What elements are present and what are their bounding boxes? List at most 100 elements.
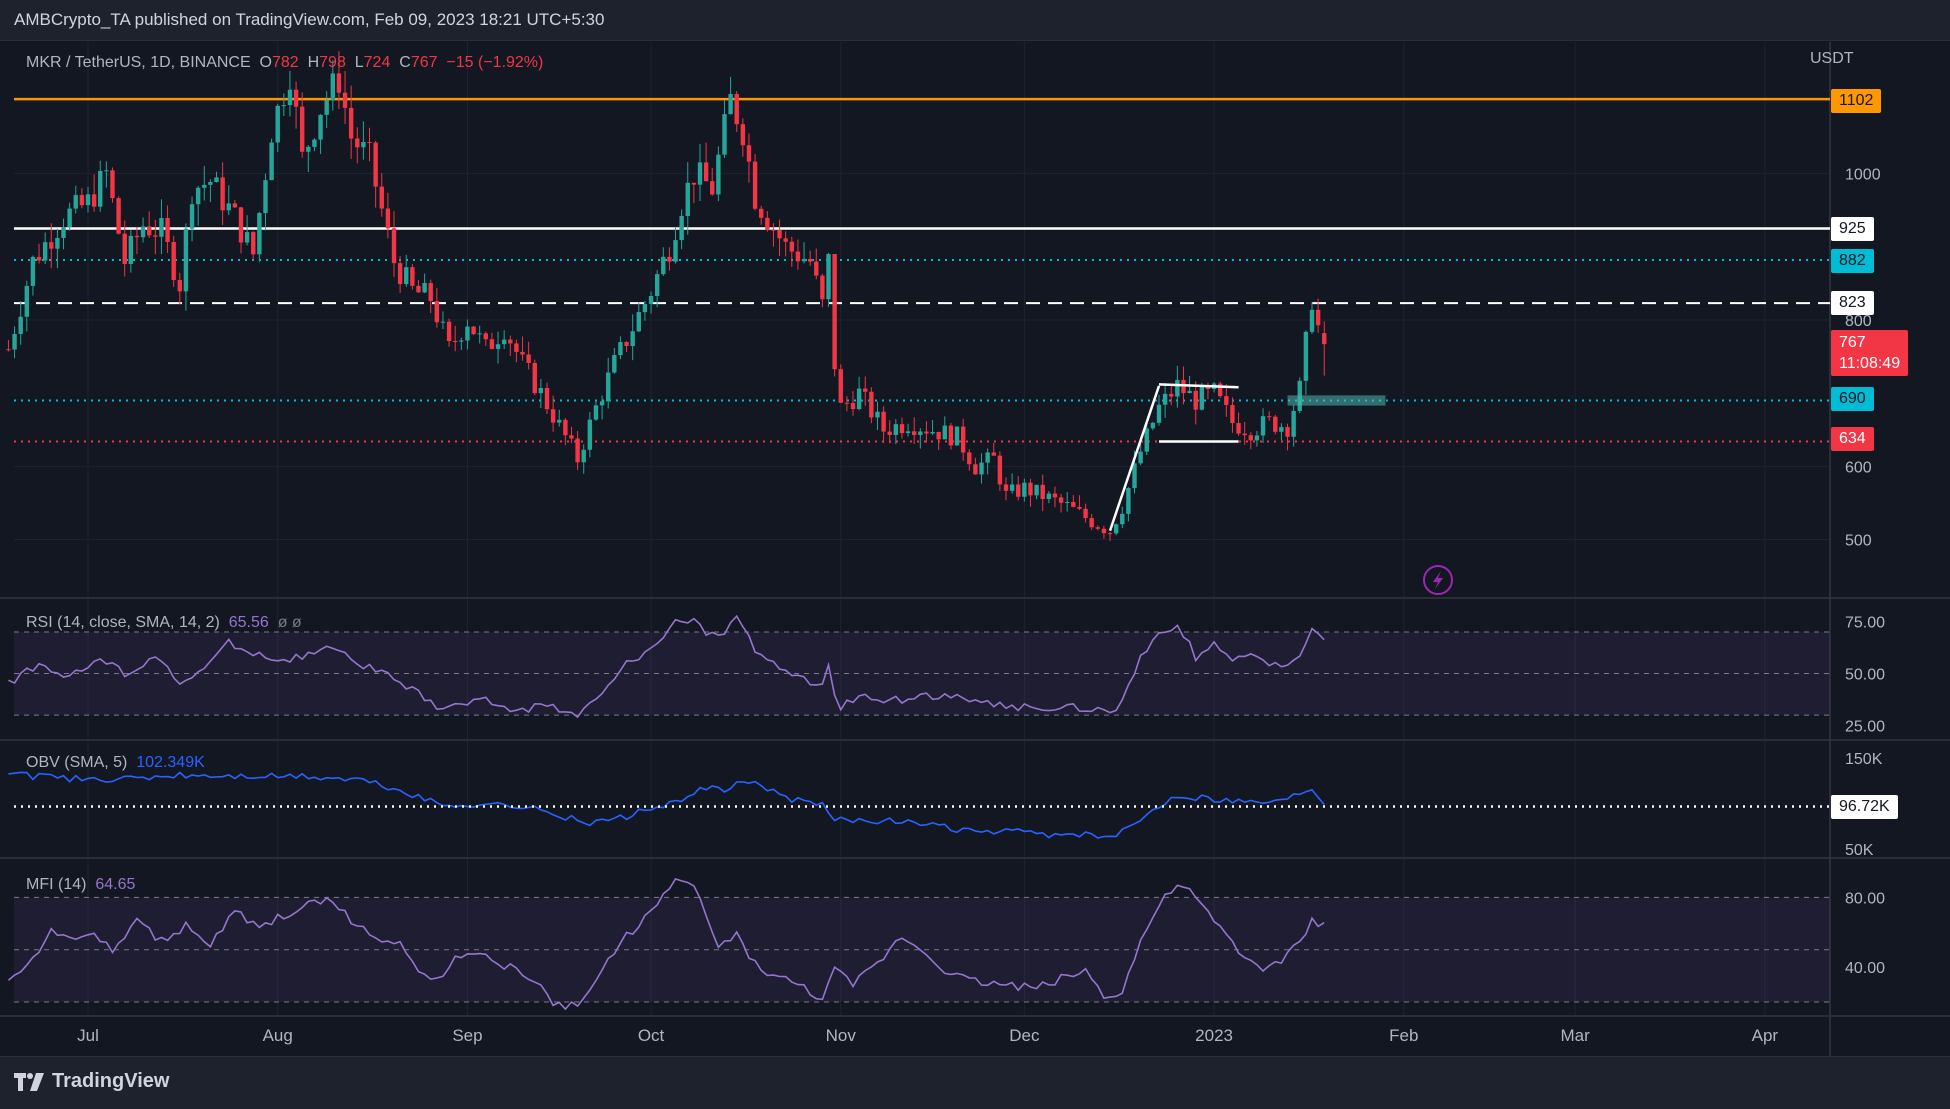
candle: [61, 218, 66, 250]
candle-body: [453, 341, 458, 343]
candle-body: [391, 228, 397, 264]
candle-body: [1144, 428, 1149, 452]
obv-value: 102.349K: [136, 754, 205, 771]
candle-body: [1187, 390, 1192, 394]
candle-body: [361, 141, 366, 148]
candle: [128, 229, 134, 273]
candle-body: [1230, 405, 1235, 424]
candle: [244, 215, 250, 246]
candle-body: [1095, 527, 1100, 529]
candle-body: [759, 208, 764, 218]
candle: [202, 165, 207, 201]
candle-body: [1175, 379, 1180, 397]
candle-body: [1169, 393, 1174, 397]
pane-frames: [0, 42, 1950, 1056]
candle: [361, 121, 366, 160]
candle: [183, 223, 189, 311]
candle: [526, 341, 531, 370]
candle: [557, 409, 562, 427]
candle: [140, 217, 146, 243]
month-tick-label: Sep: [452, 1026, 482, 1045]
candle-body: [1224, 396, 1229, 406]
candle-body: [269, 142, 274, 181]
price-legend: MKR / TetherUS, 1D, BINANCE O782 H798 L7…: [26, 54, 543, 72]
candle-body: [177, 280, 182, 292]
candle-body: [1322, 333, 1327, 345]
candle-body: [128, 235, 134, 265]
candle: [6, 339, 11, 352]
candle: [1126, 487, 1131, 522]
candle-body: [465, 326, 470, 341]
candle-body: [293, 89, 299, 107]
candle-body: [563, 419, 568, 436]
candle: [269, 138, 274, 181]
candle: [765, 211, 770, 232]
candle-body: [844, 402, 850, 404]
candle: [226, 185, 231, 216]
mfi-value: 64.65: [95, 876, 136, 893]
candle: [116, 196, 121, 235]
tradingview-logo[interactable]: TradingView: [14, 1070, 169, 1093]
rsi-tick-label: 25.00: [1845, 718, 1885, 735]
candle-body: [330, 73, 335, 101]
candle: [300, 92, 305, 158]
month-tick-label: Feb: [1389, 1026, 1418, 1045]
candle-body: [642, 303, 648, 313]
currency-label: USDT: [1810, 50, 1854, 67]
candle-body: [661, 256, 666, 275]
candle-body: [905, 431, 911, 434]
candle: [734, 91, 739, 132]
candle-body: [912, 431, 917, 435]
low-value: 724: [363, 54, 391, 71]
candle-body: [648, 296, 654, 304]
high-value: 798: [319, 54, 346, 71]
candle-body: [826, 254, 831, 300]
candle: [936, 431, 941, 450]
candle: [73, 185, 78, 214]
candle-body: [1150, 422, 1156, 429]
candle-body: [1303, 331, 1309, 381]
candle: [1089, 513, 1094, 531]
candle: [520, 336, 525, 361]
candle-body: [501, 339, 507, 345]
lightning-icon[interactable]: [1423, 565, 1453, 595]
candle: [85, 186, 91, 213]
candle: [1101, 525, 1107, 539]
candle: [501, 330, 507, 350]
candle: [275, 103, 280, 153]
flag-upper-line: [1158, 383, 1239, 389]
candle-body: [226, 203, 231, 211]
candle: [973, 457, 978, 475]
candle-body: [275, 105, 280, 143]
candle-body: [85, 194, 91, 206]
candle-body: [416, 285, 421, 293]
candle-body: [685, 182, 690, 216]
candle: [777, 219, 782, 257]
mfi-line: [7, 878, 1325, 1011]
candle: [18, 300, 23, 345]
level-823-tag: 823: [1831, 291, 1874, 315]
candle: [42, 232, 48, 264]
candle: [661, 247, 666, 276]
candle: [514, 339, 519, 363]
candle-body: [746, 145, 752, 162]
candle: [1150, 421, 1156, 431]
candle-body: [691, 182, 697, 185]
candle-body: [514, 343, 519, 352]
candle-body: [73, 195, 78, 209]
candle-body: [1162, 393, 1168, 405]
candle-body: [36, 256, 42, 261]
candle-body: [153, 235, 158, 237]
close-label: C: [399, 54, 411, 71]
candle: [434, 287, 440, 328]
candle: [948, 422, 954, 450]
candle: [820, 273, 825, 308]
candle: [752, 154, 758, 211]
candle-body: [1009, 484, 1015, 491]
candle: [1175, 365, 1180, 408]
candle-body: [654, 274, 660, 297]
candle-body: [281, 105, 287, 107]
candle: [98, 160, 103, 212]
candle: [104, 161, 109, 188]
